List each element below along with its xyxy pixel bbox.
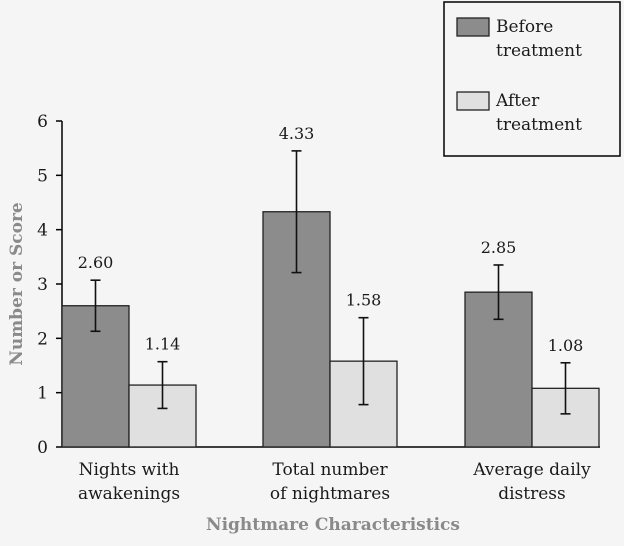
bar	[262, 211, 331, 448]
data-label: 2.85	[481, 238, 517, 257]
data-label: 4.33	[279, 124, 315, 143]
data-label: 1.08	[548, 336, 584, 355]
category-label: of nightmares	[270, 484, 390, 504]
legend-swatch	[456, 17, 490, 37]
legend-label: Before	[496, 17, 553, 37]
data-label: 2.60	[78, 253, 114, 272]
category-label: Nights with	[79, 460, 180, 480]
legend-label: After	[495, 91, 540, 111]
y-axis-title: Number or Score	[7, 202, 27, 366]
category-label: Average daily	[472, 460, 591, 480]
bars-layer	[61, 150, 600, 448]
legend-label: treatment	[496, 41, 582, 61]
y-tick-label: 3	[37, 275, 48, 295]
y-tick-label: 6	[37, 112, 48, 132]
category-label: distress	[498, 484, 566, 504]
category-label: Total number	[272, 460, 388, 480]
y-tick-label: 2	[37, 329, 48, 349]
data-label: 1.14	[145, 335, 181, 354]
y-tick-label: 4	[37, 221, 48, 241]
y-tick-label: 0	[37, 438, 48, 458]
x-axis-title: Nightmare Characteristics	[206, 515, 460, 535]
legend-swatch	[456, 91, 490, 111]
y-tick-label: 1	[37, 384, 48, 404]
category-label: awakenings	[78, 484, 180, 504]
legend: Before treatment After treatment	[443, 1, 621, 157]
labels-layer: 2.60 4.33 2.85 1.14 1.58 1.08 Nights with awake…	[7, 124, 591, 535]
y-tick-label: 5	[37, 166, 48, 186]
data-label: 1.58	[346, 291, 382, 310]
legend-label: treatment	[496, 115, 582, 135]
